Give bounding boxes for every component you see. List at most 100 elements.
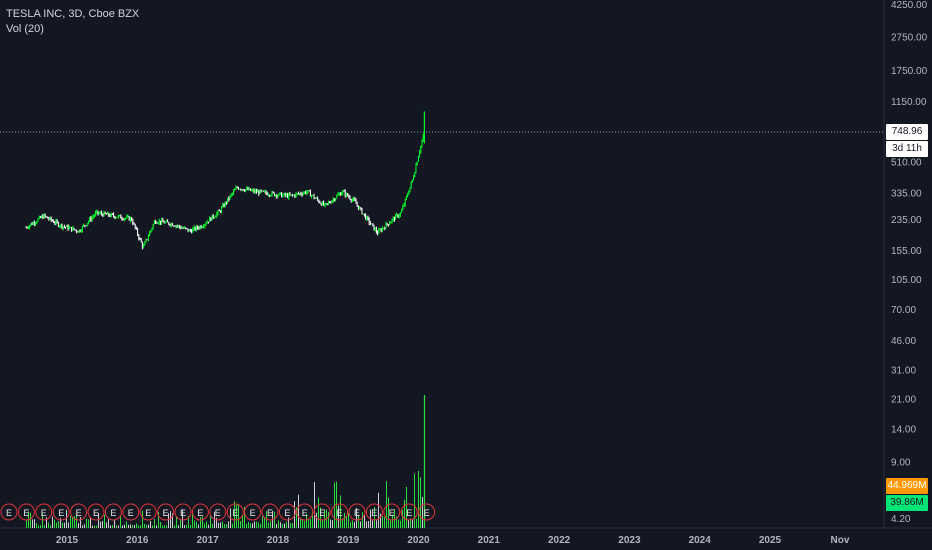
volume-bar <box>125 521 127 528</box>
volume-bar <box>397 519 399 528</box>
candle-body <box>33 222 35 224</box>
bar-countdown-tag: 3d 11h <box>886 141 928 157</box>
volume-bar <box>287 517 289 528</box>
candle-body <box>237 187 239 190</box>
volume-bar <box>257 522 259 528</box>
volume-bar <box>259 523 261 528</box>
volume-bar <box>343 512 345 528</box>
earnings-marker <box>209 503 227 521</box>
candle-body <box>176 225 178 227</box>
volume-indicator-label[interactable]: Vol (20) <box>6 23 44 35</box>
candle-body <box>347 193 348 196</box>
volume-bar <box>53 519 55 528</box>
volume-bar <box>359 521 361 528</box>
volume-bar <box>357 514 359 528</box>
volume-bar <box>317 497 319 528</box>
time-axis[interactable]: 2015 2016 2017 2018 2019 2020 2021 2022 2023 2024… <box>56 535 850 546</box>
candle-body <box>218 210 220 212</box>
volume-bar <box>319 507 321 528</box>
volume-low-tag: 39.86M <box>886 495 928 511</box>
volume-bar <box>353 522 355 528</box>
candle-body <box>422 135 424 142</box>
volume-bar <box>391 514 393 528</box>
time-axis-label: 2020 <box>407 535 430 546</box>
candle-body <box>35 222 36 224</box>
candle-body <box>385 223 387 229</box>
candle-body <box>36 221 38 223</box>
volume-bar <box>51 516 53 528</box>
candle-body <box>207 221 209 223</box>
candle-body <box>98 213 100 215</box>
candle-body <box>419 151 420 157</box>
volume-bar <box>235 504 237 528</box>
earnings-marker-label: E <box>128 508 134 518</box>
volume-bar <box>105 522 107 528</box>
time-axis-label: 2018 <box>267 535 290 546</box>
earnings-marker-label: E <box>58 508 64 518</box>
candle-body <box>277 195 279 197</box>
volume-bar <box>73 516 75 528</box>
volume-bar <box>241 515 243 528</box>
candle-body <box>315 197 317 199</box>
candle-body <box>351 199 353 201</box>
candle-body <box>313 195 315 199</box>
volume-bar <box>267 522 269 528</box>
volume-bar <box>121 525 123 528</box>
candle-body <box>149 232 150 237</box>
candle-body <box>132 220 134 224</box>
volume-bar <box>327 511 329 528</box>
candle-body <box>133 223 135 225</box>
volume-bar <box>187 516 189 528</box>
candle-body <box>404 198 406 205</box>
price-axis[interactable]: 4250.00 2750.00 1750.00 1150.00 510.00 335.00… <box>891 0 928 525</box>
volume-bar <box>299 518 301 528</box>
candle-body <box>390 221 392 224</box>
earnings-marker <box>157 503 175 521</box>
candle-body <box>224 202 226 207</box>
time-axis-label: 2023 <box>618 535 641 546</box>
earnings-marker <box>122 503 140 521</box>
candle-body <box>186 228 188 230</box>
candle-body <box>371 223 372 225</box>
candle-body <box>319 202 321 204</box>
candle-body <box>415 165 417 173</box>
volume-bar <box>189 524 191 528</box>
candle-body <box>114 216 116 218</box>
candle-body <box>329 202 330 204</box>
symbol-title[interactable]: TESLA INC, 3D, Cboe BZX <box>6 8 140 20</box>
volume-bar <box>321 519 323 528</box>
candle-body <box>134 223 136 228</box>
candle-body <box>74 229 76 231</box>
chart-legend[interactable]: TESLA INC, 3D, Cboe BZX Vol (20) <box>6 7 139 37</box>
volume-bar <box>361 512 363 528</box>
candle-body <box>403 204 405 207</box>
earnings-marker-label: E <box>197 508 203 518</box>
volume-bar <box>43 525 45 528</box>
candle-body <box>102 214 104 217</box>
candle-body <box>321 202 323 206</box>
earnings-marker <box>365 503 383 521</box>
volume-bar <box>81 525 83 528</box>
candle-body <box>195 226 197 230</box>
candle-body <box>140 238 142 243</box>
volume-bar <box>213 511 215 528</box>
candle-body <box>293 194 294 196</box>
candle-body <box>45 216 47 218</box>
candle-body <box>307 190 309 192</box>
candle-body <box>183 227 185 229</box>
volume-bar <box>31 519 33 528</box>
volume-bar <box>399 520 401 528</box>
candle-body <box>62 226 64 229</box>
earnings-marker <box>331 503 349 521</box>
earnings-marker <box>296 503 314 521</box>
earnings-marker <box>0 503 18 521</box>
candle-body <box>108 212 110 216</box>
candle-body <box>363 213 365 215</box>
volume-bar <box>301 518 303 528</box>
candle-body <box>103 212 105 217</box>
candle-body <box>93 215 95 217</box>
volume-bar <box>307 519 309 528</box>
candle-body <box>263 190 264 192</box>
